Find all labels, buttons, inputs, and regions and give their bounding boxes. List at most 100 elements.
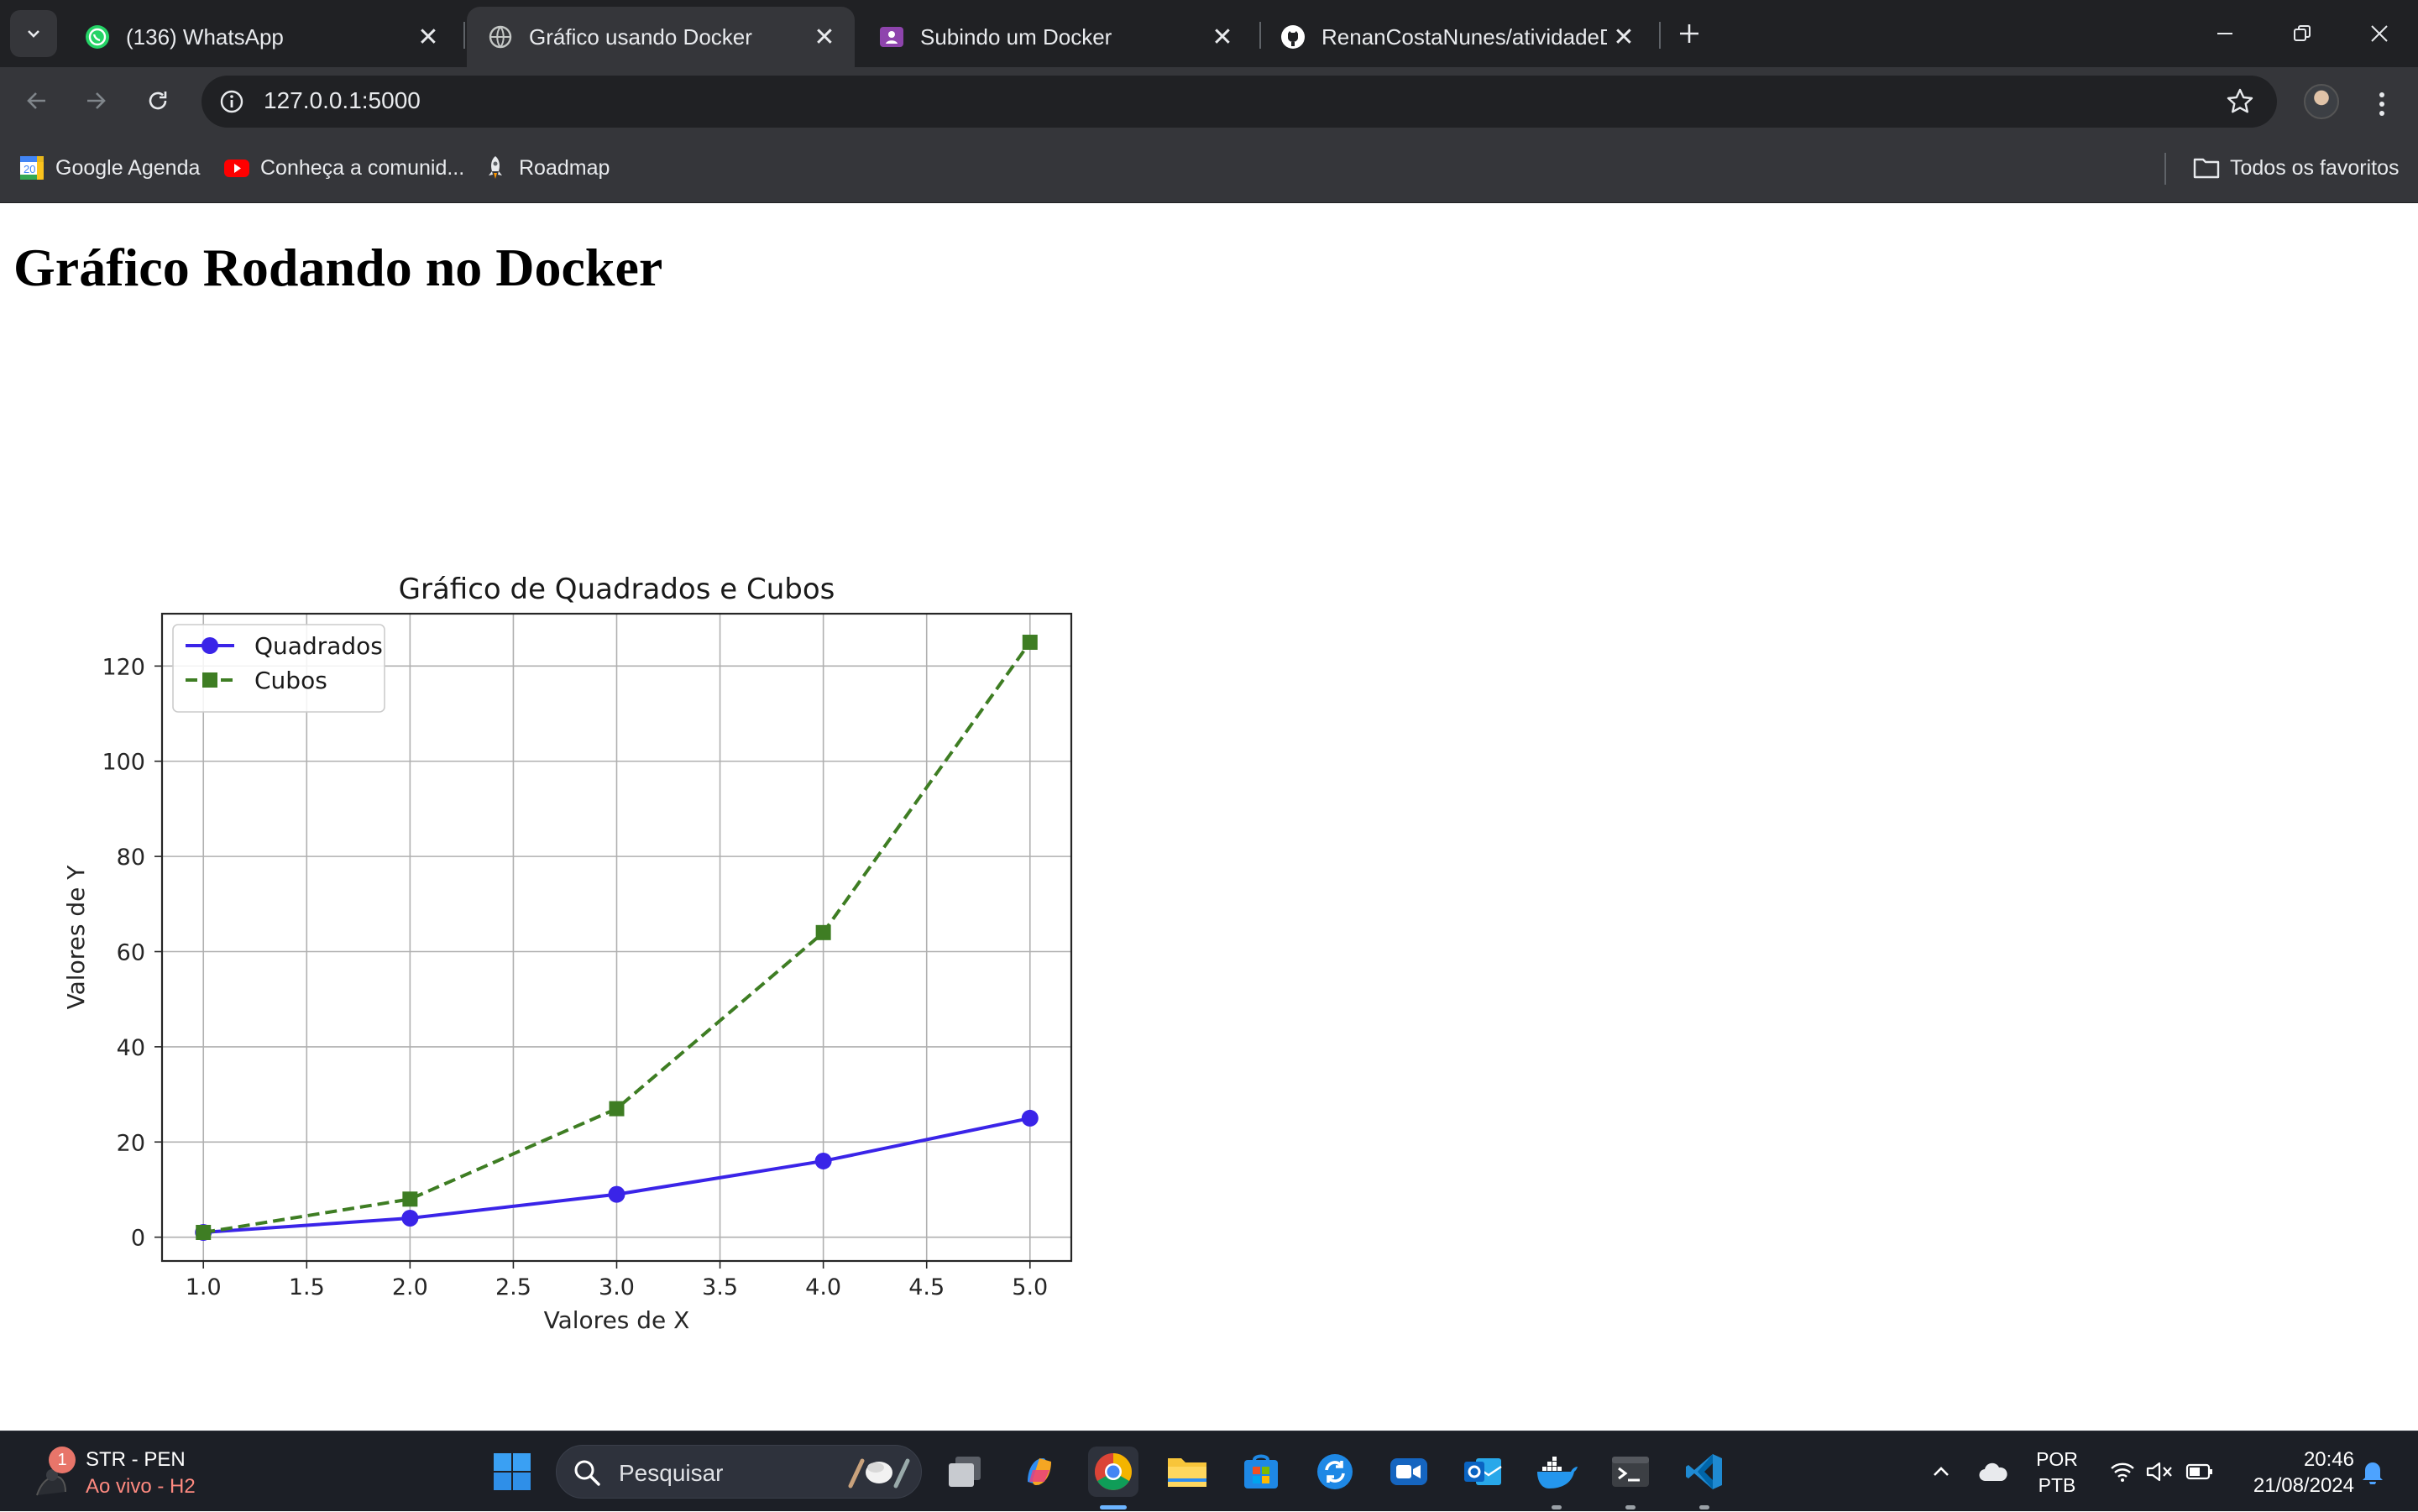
y-axis-label: Valores de Y <box>62 865 90 1010</box>
active-app-indicator <box>1100 1505 1127 1509</box>
vscode-button[interactable] <box>1679 1447 1730 1497</box>
chrome-taskbar-button[interactable] <box>1088 1447 1138 1497</box>
data-point <box>609 1101 625 1117</box>
battery-button[interactable] <box>2183 1431 2216 1512</box>
data-point <box>814 1152 832 1169</box>
address-bar[interactable]: 127.0.0.1:5000 <box>202 76 2277 128</box>
reload-button[interactable] <box>134 77 181 124</box>
volume-button[interactable] <box>2143 1431 2176 1512</box>
running-app-indicator <box>1625 1505 1636 1509</box>
store-button[interactable] <box>1236 1447 1286 1497</box>
copilot-button[interactable] <box>1014 1447 1065 1497</box>
wifi-button[interactable] <box>2106 1431 2139 1512</box>
teams-button[interactable] <box>1384 1447 1434 1497</box>
close-tab-icon[interactable]: ✕ <box>417 23 439 51</box>
bookmark-roadmap[interactable]: Roadmap <box>482 151 610 185</box>
x-tick-label: 4.5 <box>908 1274 945 1300</box>
bookmark-label: Google Agenda <box>55 155 201 180</box>
chevron-up-icon <box>1934 1467 1949 1476</box>
classroom-icon <box>878 24 905 50</box>
all-bookmarks-button[interactable]: Todos os favoritos <box>2193 151 2400 185</box>
windows-icon <box>494 1453 531 1490</box>
outlook-icon <box>1464 1458 1502 1485</box>
show-hidden-icons-button[interactable] <box>1923 1431 1960 1512</box>
volume-muted-icon <box>2146 1462 2172 1482</box>
tab-title: (136) WhatsApp <box>126 24 284 50</box>
new-tab-button[interactable] <box>1671 15 1708 52</box>
page-title: Gráfico Rodando no Docker <box>13 238 663 297</box>
tab-search-button[interactable] <box>10 10 57 57</box>
forward-button[interactable] <box>72 77 119 124</box>
search-highlight-icon <box>848 1458 910 1488</box>
tab-grafico-docker[interactable]: Gráfico usando Docker ✕ <box>467 7 855 67</box>
search-icon <box>574 1460 600 1486</box>
restore-button[interactable] <box>2264 0 2341 67</box>
url-text[interactable]: 127.0.0.1:5000 <box>264 87 421 113</box>
data-point <box>1021 1109 1039 1127</box>
tab-subindo-docker[interactable]: Subindo um Docker ✕ <box>858 7 1253 67</box>
close-tab-icon[interactable]: ✕ <box>1212 23 1233 51</box>
legend-marker <box>202 672 217 688</box>
terminal-button[interactable] <box>1605 1447 1656 1497</box>
data-point <box>402 1191 418 1207</box>
data-point <box>608 1185 625 1203</box>
x-tick-label: 3.5 <box>702 1274 738 1300</box>
live-score-widget[interactable]: 1 STR - PEN Ao vivo - H2 <box>34 1440 218 1504</box>
windows-taskbar: 1 STR - PEN Ao vivo - H2 Pesquisar <box>0 1431 2418 1511</box>
tab-github[interactable]: RenanCostaNunes/atividadeDocker ✕ <box>1259 7 1654 67</box>
restore-icon <box>2294 25 2311 41</box>
store-icon <box>1244 1454 1278 1488</box>
outlook-button[interactable] <box>1458 1447 1508 1497</box>
plus-icon <box>1680 24 1698 43</box>
cloud-icon <box>1979 1462 2007 1482</box>
youtube-icon <box>223 154 250 181</box>
bookmark-comunidade[interactable]: Conheça a comunid... <box>223 151 464 185</box>
bookmark-google-agenda[interactable]: 20 Google Agenda <box>18 151 200 185</box>
keyboard-layout: PTB <box>2038 1474 2076 1496</box>
close-window-button[interactable] <box>2341 0 2418 67</box>
start-button[interactable] <box>487 1447 537 1497</box>
close-tab-icon[interactable]: ✕ <box>1613 23 1635 51</box>
file-explorer-button[interactable] <box>1162 1447 1212 1497</box>
site-info-icon[interactable] <box>215 85 249 118</box>
whatsapp-icon <box>84 24 111 50</box>
docker-icon <box>1537 1457 1578 1488</box>
taskbar-search[interactable]: Pesquisar <box>556 1445 922 1499</box>
onedrive-button[interactable] <box>1975 1431 2012 1512</box>
docker-button[interactable] <box>1531 1447 1582 1497</box>
close-tab-icon[interactable]: ✕ <box>814 23 835 51</box>
tab-divider <box>1659 22 1661 49</box>
task-view-button[interactable] <box>940 1447 991 1497</box>
back-button[interactable] <box>13 77 60 124</box>
y-tick-label: 20 <box>117 1130 145 1156</box>
system-clock[interactable]: 20:46 21/08/2024 <box>2237 1447 2354 1499</box>
sync-app-button[interactable] <box>1310 1447 1360 1497</box>
more-menu-icon[interactable] <box>2368 87 2396 121</box>
y-tick-label: 40 <box>117 1035 145 1061</box>
data-point <box>196 1224 212 1240</box>
y-tick-label: 60 <box>117 940 145 966</box>
page-content: Gráfico Rodando no Docker 1.0 1.5 2.0 2.5 3.… <box>0 203 2418 1431</box>
chart-title: Gráfico de Quadrados e Cubos <box>399 573 835 606</box>
folder-icon <box>1168 1458 1206 1487</box>
input-language[interactable]: POR PTB <box>2030 1447 2084 1499</box>
chart-background <box>34 379 1083 1387</box>
bookmark-star-icon[interactable] <box>2223 85 2257 118</box>
browser-toolbar: 127.0.0.1:5000 <box>0 67 2418 134</box>
notifications-button[interactable] <box>2356 1431 2389 1512</box>
tab-title: Subindo um Docker <box>920 24 1112 50</box>
x-tick-label: 4.0 <box>805 1274 841 1300</box>
live-title: STR - PEN <box>86 1448 186 1471</box>
x-axis-label: Valores de X <box>544 1306 690 1334</box>
bookmarks-bar: 20 Google Agenda Conheça a comunid... Ro… <box>0 134 2418 203</box>
tab-whatsapp[interactable]: (136) WhatsApp ✕ <box>64 7 458 67</box>
chevron-down-icon <box>28 30 39 38</box>
tab-title: RenanCostaNunes/atividadeDocker <box>1322 24 1607 50</box>
minimize-button[interactable] <box>2186 0 2264 67</box>
task-view-icon <box>949 1457 981 1487</box>
language-code: POR <box>2036 1448 2078 1470</box>
profile-avatar[interactable] <box>2304 84 2339 119</box>
terminal-icon <box>1612 1457 1649 1487</box>
data-point <box>1022 635 1038 651</box>
tab-divider <box>463 22 465 49</box>
